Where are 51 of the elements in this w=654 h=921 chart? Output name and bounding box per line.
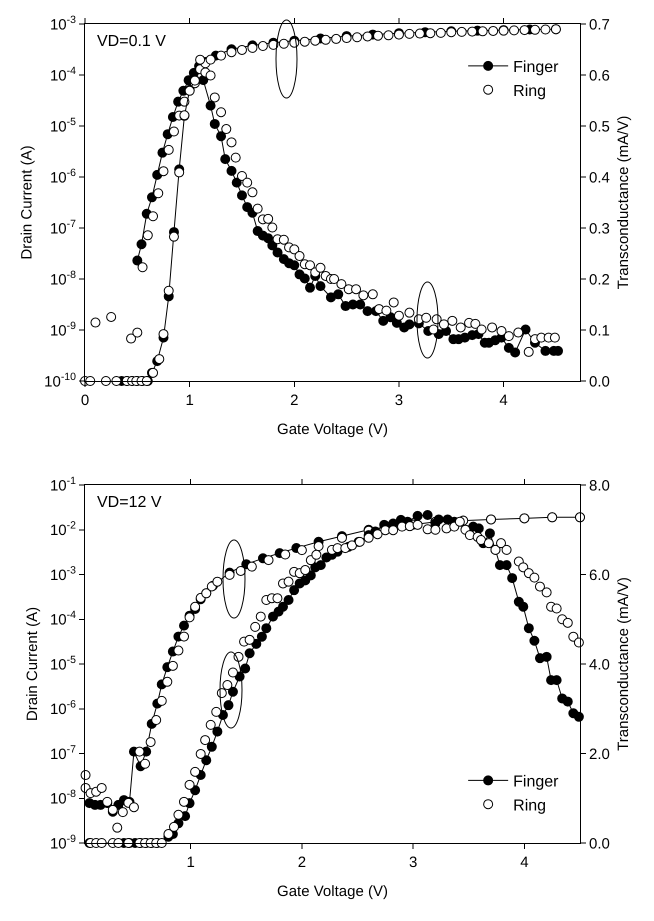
y2-axis-title: Transconductance (mA/V) [614, 116, 632, 290]
y2-tick-label: 0.6 [589, 67, 610, 84]
y2-tick-label: 0.3 [589, 220, 610, 238]
x-tick-label: 3 [408, 854, 418, 871]
y2-tick-label: 8.0 [589, 477, 610, 494]
y-axis-title: Drain Current (A) [24, 606, 42, 722]
y-tick-label: 10$^{-4}$ [50, 609, 76, 628]
legend-label: Finger [513, 59, 560, 76]
y2-tick-label: 4.0 [589, 656, 610, 674]
y-tick-label: 10$^{-2}$ [50, 520, 76, 539]
annotation: VD=12 V [97, 494, 162, 511]
y2-tick-label: 0.5 [589, 118, 610, 136]
x-tick-label: 4 [499, 392, 508, 409]
y-axis-title: Drain Current (A) [18, 145, 36, 260]
x-tick-label: 2 [290, 392, 298, 409]
y2-tick-label: 0.0 [589, 373, 610, 390]
x-tick-label: 4 [520, 854, 529, 871]
x-tick-label: 1 [185, 392, 194, 409]
y-tick-label: 10$^{-1}$ [50, 474, 76, 494]
y-tick-label: 10$^{-9}$ [50, 320, 76, 340]
y2-axis-title: Transconductance (mA/V) [614, 577, 632, 751]
y-tick-label: 10$^{-7}$ [50, 218, 76, 238]
x-axis-title: Gate Voltage (V) [277, 421, 388, 438]
y2-tick-label: 0.7 [589, 16, 610, 34]
y-tick-label: 10$^{-8}$ [50, 268, 76, 288]
x-tick-label: 1 [186, 854, 195, 871]
legend-label: Finger [513, 774, 560, 791]
y2-tick-label: 2.0 [589, 746, 610, 763]
y2-tick-label: 0.0 [589, 835, 610, 852]
y-tick-label: 10$^{-6}$ [50, 166, 76, 186]
y-tick-label: 10$^{-3}$ [50, 14, 76, 34]
y-tick-label: 10$^{-5}$ [50, 654, 76, 674]
x-tick-label: 2 [298, 854, 306, 871]
y-tick-label: 10$^{-10}$ [44, 370, 76, 390]
annotation: VD=0.1 V [97, 33, 166, 50]
y-tick-label: 10$^{-7}$ [50, 743, 76, 763]
y-tick-label: 10$^{-8}$ [50, 788, 76, 808]
y-tick-label: 10$^{-6}$ [50, 698, 76, 718]
y-tick-label: 10$^{-3}$ [50, 564, 76, 584]
y-tick-label: 10$^{-5}$ [50, 116, 76, 136]
x-axis-title: Gate Voltage (V) [277, 883, 388, 900]
legend-label: Ring [513, 797, 546, 814]
y-tick-label: 10$^{-9}$ [50, 832, 76, 852]
y2-tick-label: 6.0 [589, 566, 610, 584]
y2-tick-label: 0.2 [589, 271, 610, 288]
y2-tick-label: 0.4 [589, 169, 610, 186]
y-tick-label: 10$^{-4}$ [50, 64, 76, 84]
x-tick-label: 3 [394, 392, 404, 409]
legend-label: Ring [513, 82, 546, 100]
y2-tick-label: 0.1 [589, 322, 610, 340]
x-tick-label: 0 [80, 392, 90, 409]
